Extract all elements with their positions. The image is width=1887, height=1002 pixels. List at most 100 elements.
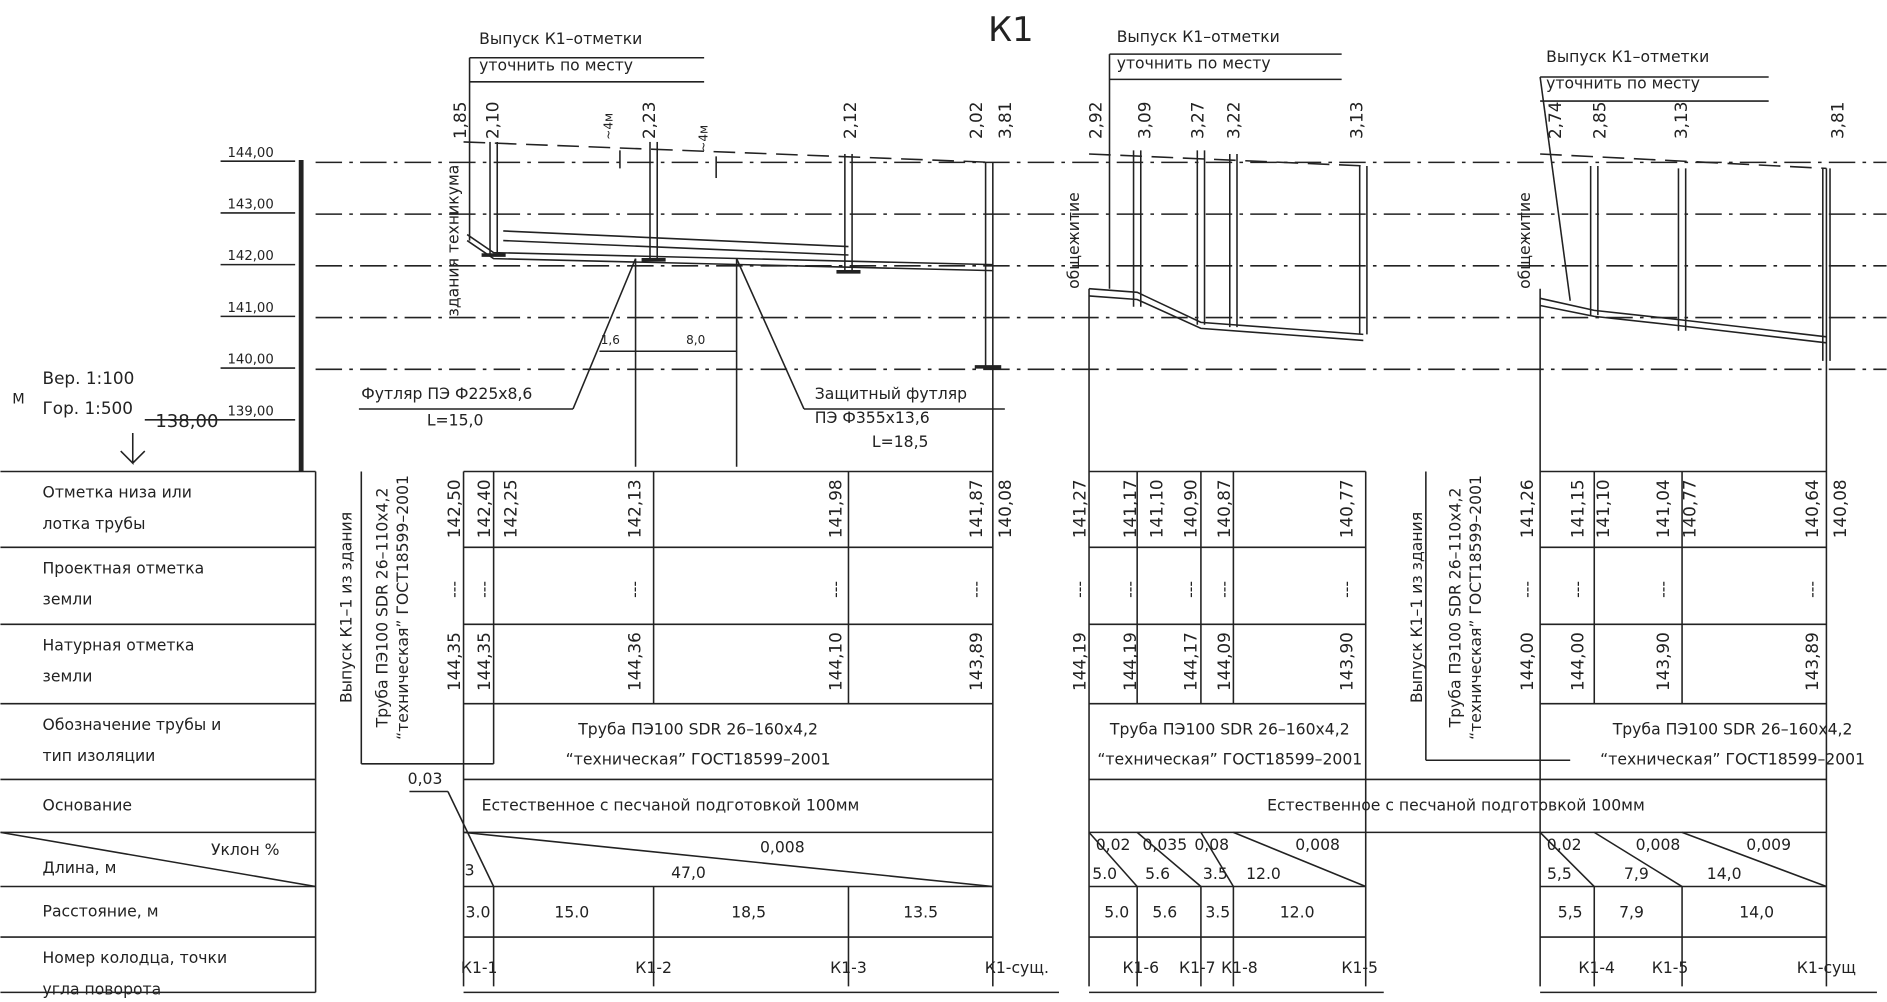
scale-horizontal: Гор. 1:500 xyxy=(43,398,133,418)
depth-label: 3,81 xyxy=(995,102,1015,139)
natural-ground: 144,00 xyxy=(1517,632,1537,691)
invert-elevation: 140,08 xyxy=(995,479,1015,538)
invert-elevation: 141,27 xyxy=(1070,479,1090,538)
slope-value: 0,02 xyxy=(1096,835,1131,854)
row-header: Обозначение трубы и xyxy=(43,715,222,734)
pipe-text: Труба ПЭ100 SDR 26–160х4,2 xyxy=(1109,720,1350,739)
design-ground: --- xyxy=(1568,581,1587,598)
slope-value: 0,02 xyxy=(1547,835,1582,854)
design-ground: --- xyxy=(475,581,494,598)
building-label: общежитие xyxy=(1515,192,1534,289)
invert-elevation: 141,98 xyxy=(825,479,845,538)
casing-note: Защитный футляр xyxy=(815,384,967,403)
length-value: 14,0 xyxy=(1707,864,1742,883)
natural-ground: 143,90 xyxy=(1653,632,1673,691)
design-ground: --- xyxy=(625,581,644,598)
elevation-label: 139,00 xyxy=(228,404,274,419)
depth-label: 2,12 xyxy=(840,102,860,139)
depth-label: 3,09 xyxy=(1135,102,1155,139)
design-ground: --- xyxy=(1518,581,1537,598)
base-text: Естественное с песчаной подготовкой 100м… xyxy=(482,795,860,814)
slope-value: 0,035 xyxy=(1142,835,1187,854)
elevation-label: 142,00 xyxy=(228,249,274,264)
invert-elevation: 141,26 xyxy=(1517,479,1537,538)
natural-ground: 144,19 xyxy=(1120,632,1140,691)
slope-value: 0,008 xyxy=(760,838,805,857)
design-ground: --- xyxy=(1803,581,1822,598)
design-ground: --- xyxy=(1337,581,1356,598)
elevation-label: 144,00 xyxy=(228,146,274,161)
pipe-text: “техническая” ГОСТ18599–2001 xyxy=(1097,750,1362,769)
base-text: Естественное с песчаной подготовкой 100м… xyxy=(1267,795,1645,814)
depth-mark: ~4м xyxy=(697,125,711,152)
invert-elevation: 140,64 xyxy=(1802,479,1822,538)
design-ground: --- xyxy=(967,581,986,598)
natural-ground: 143,89 xyxy=(966,632,986,691)
invert-elevation: 142,40 xyxy=(474,479,494,538)
title: К1 xyxy=(988,10,1033,49)
length-value: 5,5 xyxy=(1547,864,1572,883)
casing-note: L=15,0 xyxy=(427,411,484,430)
outlet-note: Выпуск К1–отметки xyxy=(1546,47,1709,66)
invert-elevation: 142,25 xyxy=(501,479,521,538)
building-label: общежитие xyxy=(1064,192,1083,289)
natural-ground: 144,19 xyxy=(1070,632,1090,691)
pipe-text: “техническая” ГОСТ18599–2001 xyxy=(566,750,831,769)
distance-value: 5,5 xyxy=(1558,902,1583,921)
distance-value: 3.5 xyxy=(1205,902,1230,921)
length-value: 5.0 xyxy=(1092,864,1117,883)
outlet-note: уточнить по месту xyxy=(479,56,633,75)
invert-elevation: 141,10 xyxy=(1593,479,1613,538)
design-ground: --- xyxy=(1121,581,1140,598)
outlet-note: уточнить по месту xyxy=(1546,74,1700,93)
distance-value: 3.0 xyxy=(466,902,491,921)
row-header: земли xyxy=(43,667,93,686)
invert-elevation: 141,87 xyxy=(966,479,986,538)
distance-value: 14,0 xyxy=(1739,902,1774,921)
casing-note: ПЭ Ф355х13,6 xyxy=(815,408,930,427)
well-label: К1-3 xyxy=(830,958,867,977)
natural-ground: 144,00 xyxy=(1568,632,1588,691)
length-value: 3.5 xyxy=(1203,864,1228,883)
natural-ground: 144,36 xyxy=(625,632,645,691)
row-header: Отметка низа или xyxy=(43,483,192,502)
depth-label: 3,27 xyxy=(1188,102,1208,139)
invert-elevation: 140,77 xyxy=(1337,479,1357,538)
design-ground: --- xyxy=(1181,581,1200,598)
well-label: К1-4 xyxy=(1578,958,1615,977)
row-header: Расстояние, м xyxy=(43,901,159,920)
outlet-pipe-text: Выпуск К1–1 из здания xyxy=(1407,512,1426,703)
elevation-label: 143,00 xyxy=(228,197,274,212)
natural-ground: 143,89 xyxy=(1802,632,1822,691)
depth-label: 2,10 xyxy=(483,102,503,139)
casing-note: Футляр ПЭ Ф225х8,6 xyxy=(361,384,532,403)
row-header: Проектная отметка xyxy=(43,558,205,577)
dimension: 8,0 xyxy=(686,333,705,347)
well-label: К1-8 xyxy=(1221,958,1258,977)
depth-label: 3,13 xyxy=(1346,102,1366,139)
depth-label: 3,81 xyxy=(1827,102,1847,139)
slope-header: Уклон % xyxy=(211,840,280,859)
invert-elevation: 140,87 xyxy=(1214,479,1234,538)
length-value: 5.6 xyxy=(1145,864,1170,883)
distance-value: 12.0 xyxy=(1280,902,1315,921)
depth-label: 2,23 xyxy=(639,102,659,139)
outlet-note: Выпуск К1–отметки xyxy=(479,29,642,48)
depth-label: 2,85 xyxy=(1589,102,1609,139)
natural-ground: 144,35 xyxy=(444,632,464,691)
drawing-lines xyxy=(0,53,1887,994)
depth-label: 2,02 xyxy=(966,102,986,139)
datum-label: 138,00 xyxy=(155,411,218,432)
row-header: Основание xyxy=(43,795,132,814)
row-header: Длина, м xyxy=(43,858,117,877)
outlet-note: Выпуск К1–отметки xyxy=(1117,27,1280,46)
length-value: 3 xyxy=(465,860,475,879)
casing-note: L=18,5 xyxy=(872,432,929,451)
distance-value: 7,9 xyxy=(1619,902,1644,921)
well-label: К1-6 xyxy=(1122,958,1159,977)
well-label: К1-5 xyxy=(1652,958,1689,977)
well-label: К1-сущ xyxy=(1797,958,1856,977)
pipe-text: “техническая” ГОСТ18599–2001 xyxy=(1600,750,1865,769)
row-header: тип изоляции xyxy=(43,746,156,765)
